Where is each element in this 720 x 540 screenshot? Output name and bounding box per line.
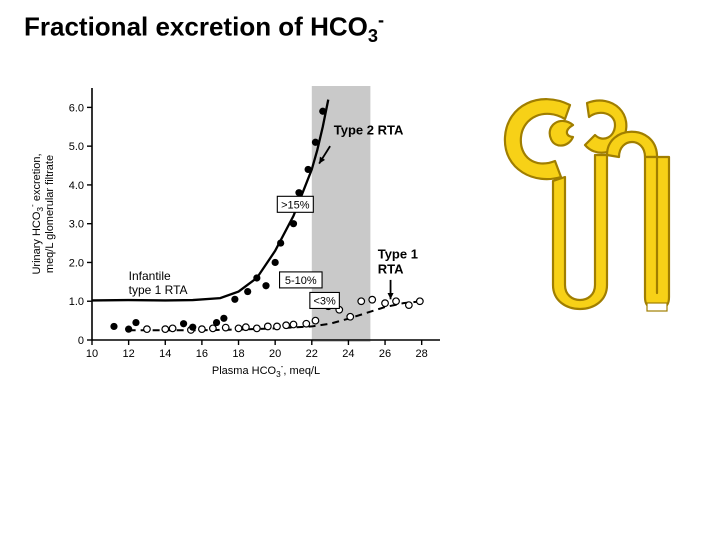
chart-svg: 10 12 14 16 18 20 22 24 26 28 0 1.0 2.0 3.0 4.0 5.0 6.0 P… xyxy=(30,70,470,400)
marker-filled xyxy=(272,259,279,266)
marker-filled xyxy=(305,166,312,173)
marker-filled xyxy=(312,139,319,146)
marker-open xyxy=(144,326,151,333)
marker-open xyxy=(393,298,400,305)
marker-open xyxy=(382,300,389,307)
marker-filled xyxy=(253,274,260,281)
marker-open xyxy=(265,323,272,330)
label-infantile-type1: Infantiletype 1 RTA xyxy=(129,269,188,297)
x-tick-label: 18 xyxy=(232,348,244,360)
marker-open xyxy=(274,323,281,330)
label-type2: Type 2 RTA xyxy=(334,123,404,138)
title-sup: - xyxy=(378,10,384,30)
title-sub: 3 xyxy=(368,26,378,46)
marker-open xyxy=(369,296,376,303)
marker-filled xyxy=(231,296,238,303)
marker-filled xyxy=(110,323,117,330)
marker-open xyxy=(290,321,297,328)
marker-open xyxy=(254,325,261,332)
marker-filled xyxy=(220,315,227,322)
glomerulus xyxy=(550,121,573,146)
marker-open xyxy=(312,317,319,324)
y-tick-label: 1.0 xyxy=(69,296,84,308)
box-gt15: >15% xyxy=(281,199,310,211)
marker-open xyxy=(243,324,250,331)
y-tick-label: 3.0 xyxy=(69,219,84,231)
marker-filled xyxy=(319,108,326,115)
marker-open xyxy=(358,298,365,305)
slide-root: Fractional excretion of HCO3- 10 12 14 16 18… xyxy=(0,0,720,540)
x-tick-label: 28 xyxy=(416,348,428,360)
nephron-diagram xyxy=(495,85,695,315)
y-tick-label: 2.0 xyxy=(69,257,84,269)
marker-filled xyxy=(244,288,251,295)
x-tick-label: 26 xyxy=(379,348,391,360)
marker-open xyxy=(347,313,354,320)
x-tick-label: 16 xyxy=(196,348,208,360)
y-tick-label: 6.0 xyxy=(69,102,84,114)
collecting-duct xyxy=(645,157,669,307)
x-tick-label: 24 xyxy=(342,348,354,360)
x-axis-label: Plasma HCO3-, meq/L xyxy=(212,362,320,379)
marker-filled xyxy=(132,319,139,326)
y-tick-label: 5.0 xyxy=(69,141,84,153)
box-5-10: 5-10% xyxy=(285,275,317,287)
excretion-chart: 10 12 14 16 18 20 22 24 26 28 0 1.0 2.0 3.0 4.0 5.0 6.0 P… xyxy=(30,70,470,400)
marker-open xyxy=(222,324,229,331)
label-type1: Type 1RTA xyxy=(378,247,418,277)
y-tick-label: 4.0 xyxy=(69,180,84,192)
x-tick-label: 14 xyxy=(159,348,171,360)
marker-open xyxy=(162,326,169,333)
nephron-svg xyxy=(495,85,695,315)
marker-filled xyxy=(262,282,269,289)
marker-filled xyxy=(125,326,132,333)
x-tick-label: 20 xyxy=(269,348,281,360)
title-prefix: Fractional excretion of HCO xyxy=(24,12,368,42)
x-tick-label: 10 xyxy=(86,348,98,360)
marker-open xyxy=(199,326,206,333)
x-tick-label: 12 xyxy=(123,348,135,360)
loop-of-henle xyxy=(553,155,607,309)
slide-title: Fractional excretion of HCO3- xyxy=(24,10,384,47)
y-axis-label: Urinary HCO3- excretion,meq/L glomerular… xyxy=(30,153,56,274)
label-type1-arrowhead xyxy=(388,293,394,299)
marker-open xyxy=(210,325,217,332)
marker-open xyxy=(235,325,242,332)
marker-open xyxy=(283,322,290,329)
marker-open xyxy=(303,320,310,327)
marker-filled xyxy=(277,239,284,246)
marker-filled xyxy=(295,189,302,196)
x-tick-label: 22 xyxy=(306,348,318,360)
marker-filled xyxy=(290,220,297,227)
marker-open xyxy=(406,302,413,309)
marker-filled xyxy=(213,319,220,326)
marker-filled xyxy=(180,320,187,327)
marker-open xyxy=(169,325,176,332)
box-lt3: <3% xyxy=(313,295,336,307)
duct-open-end xyxy=(647,303,667,311)
y-tick-label: 0 xyxy=(78,335,84,347)
marker-filled xyxy=(189,324,196,331)
marker-open xyxy=(417,298,424,305)
